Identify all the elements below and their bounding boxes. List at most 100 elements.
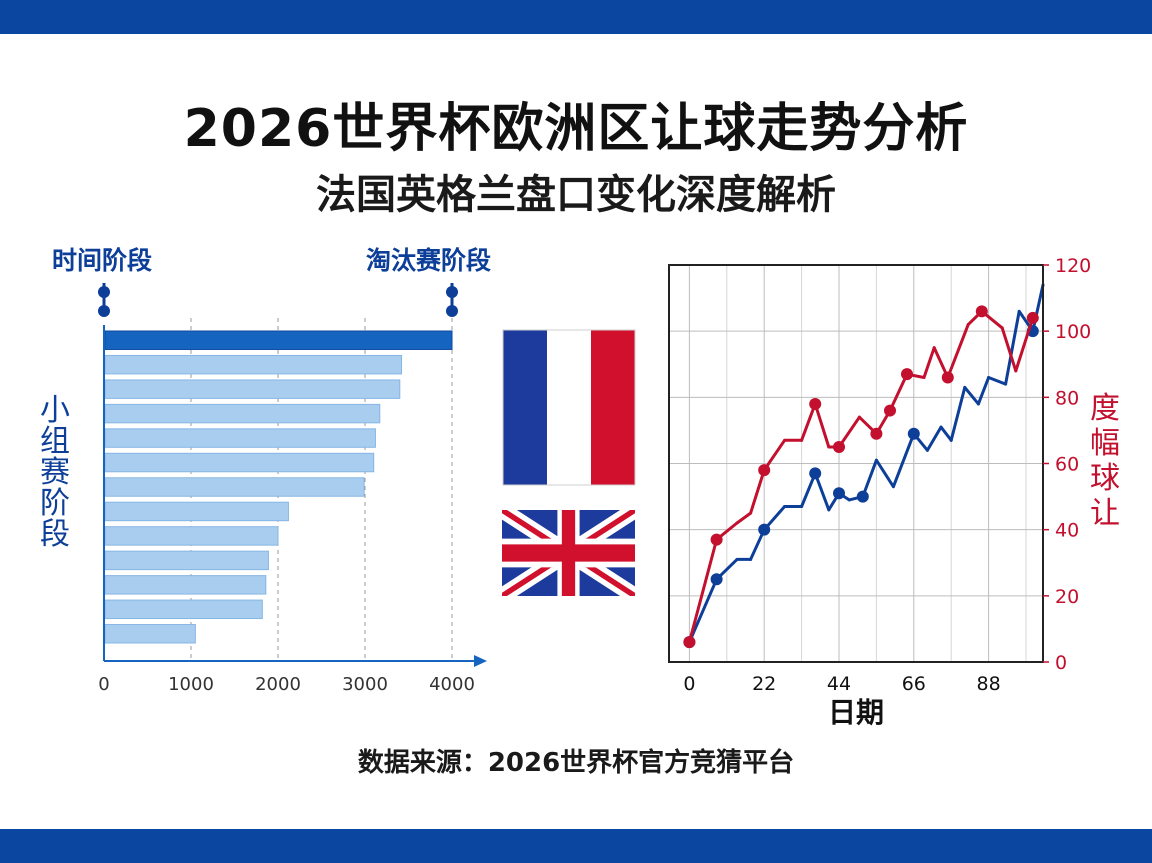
series-2-point-4 (758, 464, 771, 477)
series-1-point-4 (758, 523, 771, 536)
line-y-label-char-0: 度 (1090, 391, 1120, 426)
series-1-point-6 (800, 505, 804, 509)
series-2-point-8 (827, 445, 831, 449)
series-2-point-19 (1000, 326, 1004, 330)
line-x-tick-0: 0 (683, 673, 695, 695)
line-y-label-char-3: 让 (1090, 496, 1120, 531)
series-1-point-15 (925, 448, 929, 452)
series-1-point-9 (833, 487, 845, 500)
series-2-point-12 (884, 404, 896, 417)
series-2-point-2 (735, 521, 739, 525)
line-y-tick-0: 0 (1055, 652, 1067, 674)
series-2-point-20 (1014, 369, 1018, 373)
bottom-band (0, 829, 1152, 863)
series-2-point-15 (932, 346, 936, 350)
series-1-point-21 (1004, 382, 1008, 386)
bar-3 (104, 379, 401, 399)
page-subtitle: 法国英格兰盘口变化深度解析 (316, 172, 836, 218)
bar-y-label-char-3: 阶 (40, 486, 70, 521)
bar-x-tick-4: 4000 (429, 674, 475, 695)
series-1-point-7 (809, 467, 822, 480)
line-chart-grid (669, 264, 1043, 663)
series-1-point-8 (827, 508, 831, 512)
bar-y-label-char-0: 小 (40, 393, 70, 428)
line-y-tick-3: 60 (1055, 454, 1079, 476)
bar-11 (104, 575, 267, 595)
series-1-point-1 (710, 573, 723, 586)
bar-1 (104, 330, 453, 350)
line-y-label-char-2: 球 (1090, 461, 1120, 496)
line-y-tick-4: 80 (1055, 387, 1079, 409)
line-x-tick-1: 22 (752, 673, 776, 695)
series-1-point-3 (749, 557, 753, 561)
series-1-point-16 (939, 425, 943, 429)
bar-x-tick-2: 2000 (255, 674, 301, 695)
bar-chart-bars (104, 330, 453, 644)
bar-4 (104, 403, 381, 424)
line-y-ticks: 0 20 40 60 80 100 120 (1043, 255, 1091, 674)
france-flag (502, 329, 636, 486)
series-2-point-14 (922, 375, 926, 379)
bar-x-tick-3: 3000 (342, 674, 388, 695)
series-1-point-17 (949, 438, 953, 442)
bar-8 (104, 501, 289, 522)
series-1-point-22 (1017, 309, 1021, 313)
series-2-point-0 (683, 636, 696, 649)
line-y-label-char-1: 幅 (1090, 426, 1120, 461)
series-1-point-20 (987, 375, 991, 379)
bar-chart-axis (103, 325, 487, 667)
series-2-point-3 (749, 511, 753, 515)
series-2-point-21 (1026, 311, 1039, 324)
line-chart-series (683, 283, 1045, 649)
series-2-point-17 (966, 323, 970, 327)
series-1-point-12 (874, 458, 878, 462)
series-2-point-16 (941, 371, 954, 384)
bar-x-tick-0: 0 (98, 674, 109, 695)
bar-y-label-char-2: 赛 (40, 455, 70, 490)
timeline-start-label: 时间阶段 (52, 246, 152, 275)
series-2-point-7 (809, 397, 822, 410)
timeline-pin-end-top (446, 286, 458, 298)
top-band (0, 0, 1152, 34)
series-1-point-5 (783, 505, 787, 509)
data-source-note: 数据来源：2026世界杯官方竞猜平台 (357, 748, 795, 778)
series-1-point-2 (735, 557, 739, 561)
bar-7 (104, 477, 365, 497)
timeline-pin-end-bottom (446, 305, 458, 317)
line-x-tick-3: 66 (902, 673, 926, 695)
bar-6 (104, 452, 375, 473)
bar-y-label-char-4: 段 (40, 517, 70, 552)
page-title: 2026世界杯欧洲区让球走势分析 (183, 99, 969, 159)
bar-2 (104, 354, 403, 375)
timeline-pin-start-top (98, 286, 110, 298)
timeline-pins (98, 283, 458, 317)
timeline-end-label: 淘汰赛阶段 (366, 246, 491, 275)
line-y-tick-5: 100 (1055, 321, 1091, 343)
series-2-point-9 (833, 440, 845, 453)
series-2-point-13 (901, 368, 913, 381)
bar-12 (104, 599, 263, 620)
line-y-tick-2: 40 (1055, 520, 1079, 542)
series-2-point-6 (800, 438, 804, 442)
series-1-point-11 (856, 490, 869, 503)
bar-9 (104, 526, 279, 546)
bar-5 (104, 428, 376, 448)
series-1-point-19 (976, 402, 980, 406)
line-y-tick-6: 120 (1055, 255, 1091, 277)
bar-10 (104, 550, 269, 571)
line-x-ticks: 0 22 44 66 88 (683, 673, 1000, 695)
series-2-point-1 (710, 533, 723, 546)
line-x-tick-2: 44 (827, 673, 851, 695)
line-y-tick-1: 20 (1055, 586, 1079, 608)
bar-13 (104, 624, 196, 644)
series-2-line (687, 309, 1035, 643)
timeline-pin-start-bottom (98, 305, 110, 317)
bar-x-tick-1: 1000 (168, 674, 214, 695)
series-1-point-13 (891, 485, 895, 489)
line-x-axis-label: 日期 (828, 696, 884, 729)
series-2-point-10 (857, 415, 861, 419)
series-1-point-18 (963, 385, 967, 389)
